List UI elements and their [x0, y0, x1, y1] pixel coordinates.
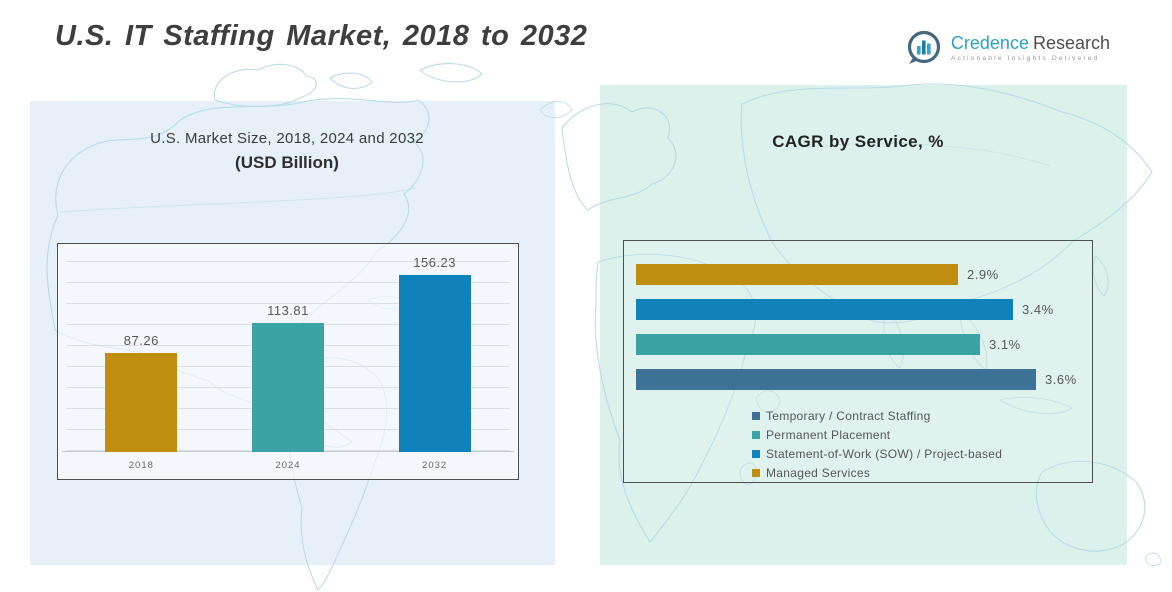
bar-value-label: 156.23: [413, 255, 457, 270]
legend-item-2: Permanent Placement: [752, 425, 1002, 444]
legend-swatch-icon: [752, 411, 760, 420]
x-axis-label-2024: 2024: [275, 460, 301, 471]
legend-swatch-icon: [752, 468, 760, 477]
page-title: U.S. IT Staffing Market, 2018 to 2032: [55, 20, 588, 52]
legend-item-4: Managed Services: [752, 463, 1002, 482]
column-group-2032: 156.23 2032: [398, 252, 471, 479]
bar-value-label: 3.4%: [1022, 302, 1054, 317]
logo-tagline: Actionable Insights Delivered: [950, 55, 1100, 62]
logo-brand-secondary: Research: [1032, 33, 1110, 53]
logo-brand: Credence Research: [951, 34, 1110, 52]
bar-2032[interactable]: [398, 275, 471, 452]
left-chart-title-line1: U.S. Market Size, 2018, 2024 and 2032: [150, 130, 424, 147]
bar-temporary-contract-staffing[interactable]: [636, 369, 1036, 390]
logo-brand-primary: Credence: [950, 33, 1029, 53]
legend-item-1: Temporary / Contract Staffing: [752, 406, 1002, 425]
legend-swatch-icon: [752, 430, 760, 439]
left-chart-title-line2: (USD Billion): [235, 153, 339, 172]
market-size-column-chart: 87.26 2018 113.81 2024 156.23 2032: [57, 243, 519, 480]
column-group-2024: 113.81 2024: [251, 252, 324, 479]
x-axis-label-2018: 2018: [128, 460, 154, 471]
legend-item-label: Temporary / Contract Staffing: [766, 408, 931, 423]
column-group-2018: 87.26 2018: [105, 252, 178, 479]
legend-item-3: Statement-of-Work (SOW) / Project-based: [752, 444, 1002, 463]
bar-row-3: 3.1%: [636, 327, 1082, 362]
bar-statement-of-work-sow-project-based[interactable]: [636, 299, 1013, 320]
bar-managed-services[interactable]: [636, 264, 958, 285]
bar-value-label: 3.1%: [989, 337, 1021, 352]
right-chart-title: CAGR by Service, %: [772, 132, 944, 151]
legend-item-label: Statement-of-Work (SOW) / Project-based: [766, 446, 1003, 461]
legend-swatch-icon: [752, 449, 760, 458]
logo-text: Credence Research Actionable Insights Del…: [951, 34, 1110, 62]
bar-row-2: 3.4%: [636, 292, 1082, 327]
logo-bubble-bars-icon: [907, 30, 941, 64]
bar-chart-legend: Temporary / Contract Staffing Permanent P…: [752, 406, 1002, 482]
bar-chart-plot-area: 2.9% 3.4% 3.1% 3.6%: [636, 257, 1082, 397]
legend-item-label: Managed Services: [766, 465, 871, 480]
bar-value-label: 87.26: [123, 333, 159, 348]
bar-2018[interactable]: [105, 353, 178, 452]
bar-value-label: 113.81: [267, 303, 309, 318]
credence-research-logo: Credence Research Actionable Insights Del…: [904, 28, 1110, 68]
bar-row-4: 3.6%: [636, 362, 1082, 397]
bar-value-label: 3.6%: [1045, 372, 1077, 387]
x-axis-label-2032: 2032: [422, 460, 448, 471]
bar-value-label: 2.9%: [967, 267, 999, 282]
cagr-horizontal-bar-chart: 2.9% 3.4% 3.1% 3.6% Temporary / Contract St…: [623, 240, 1093, 483]
left-chart-title: U.S. Market Size, 2018, 2024 and 2032 (U…: [57, 130, 517, 173]
bar-row-1: 2.9%: [636, 257, 1082, 292]
column-chart-plot-area: 87.26 2018 113.81 2024 156.23 2032: [68, 252, 508, 479]
bar-permanent-placement[interactable]: [636, 334, 980, 355]
bar-2024[interactable]: [251, 323, 324, 452]
legend-item-label: Permanent Placement: [766, 427, 891, 442]
